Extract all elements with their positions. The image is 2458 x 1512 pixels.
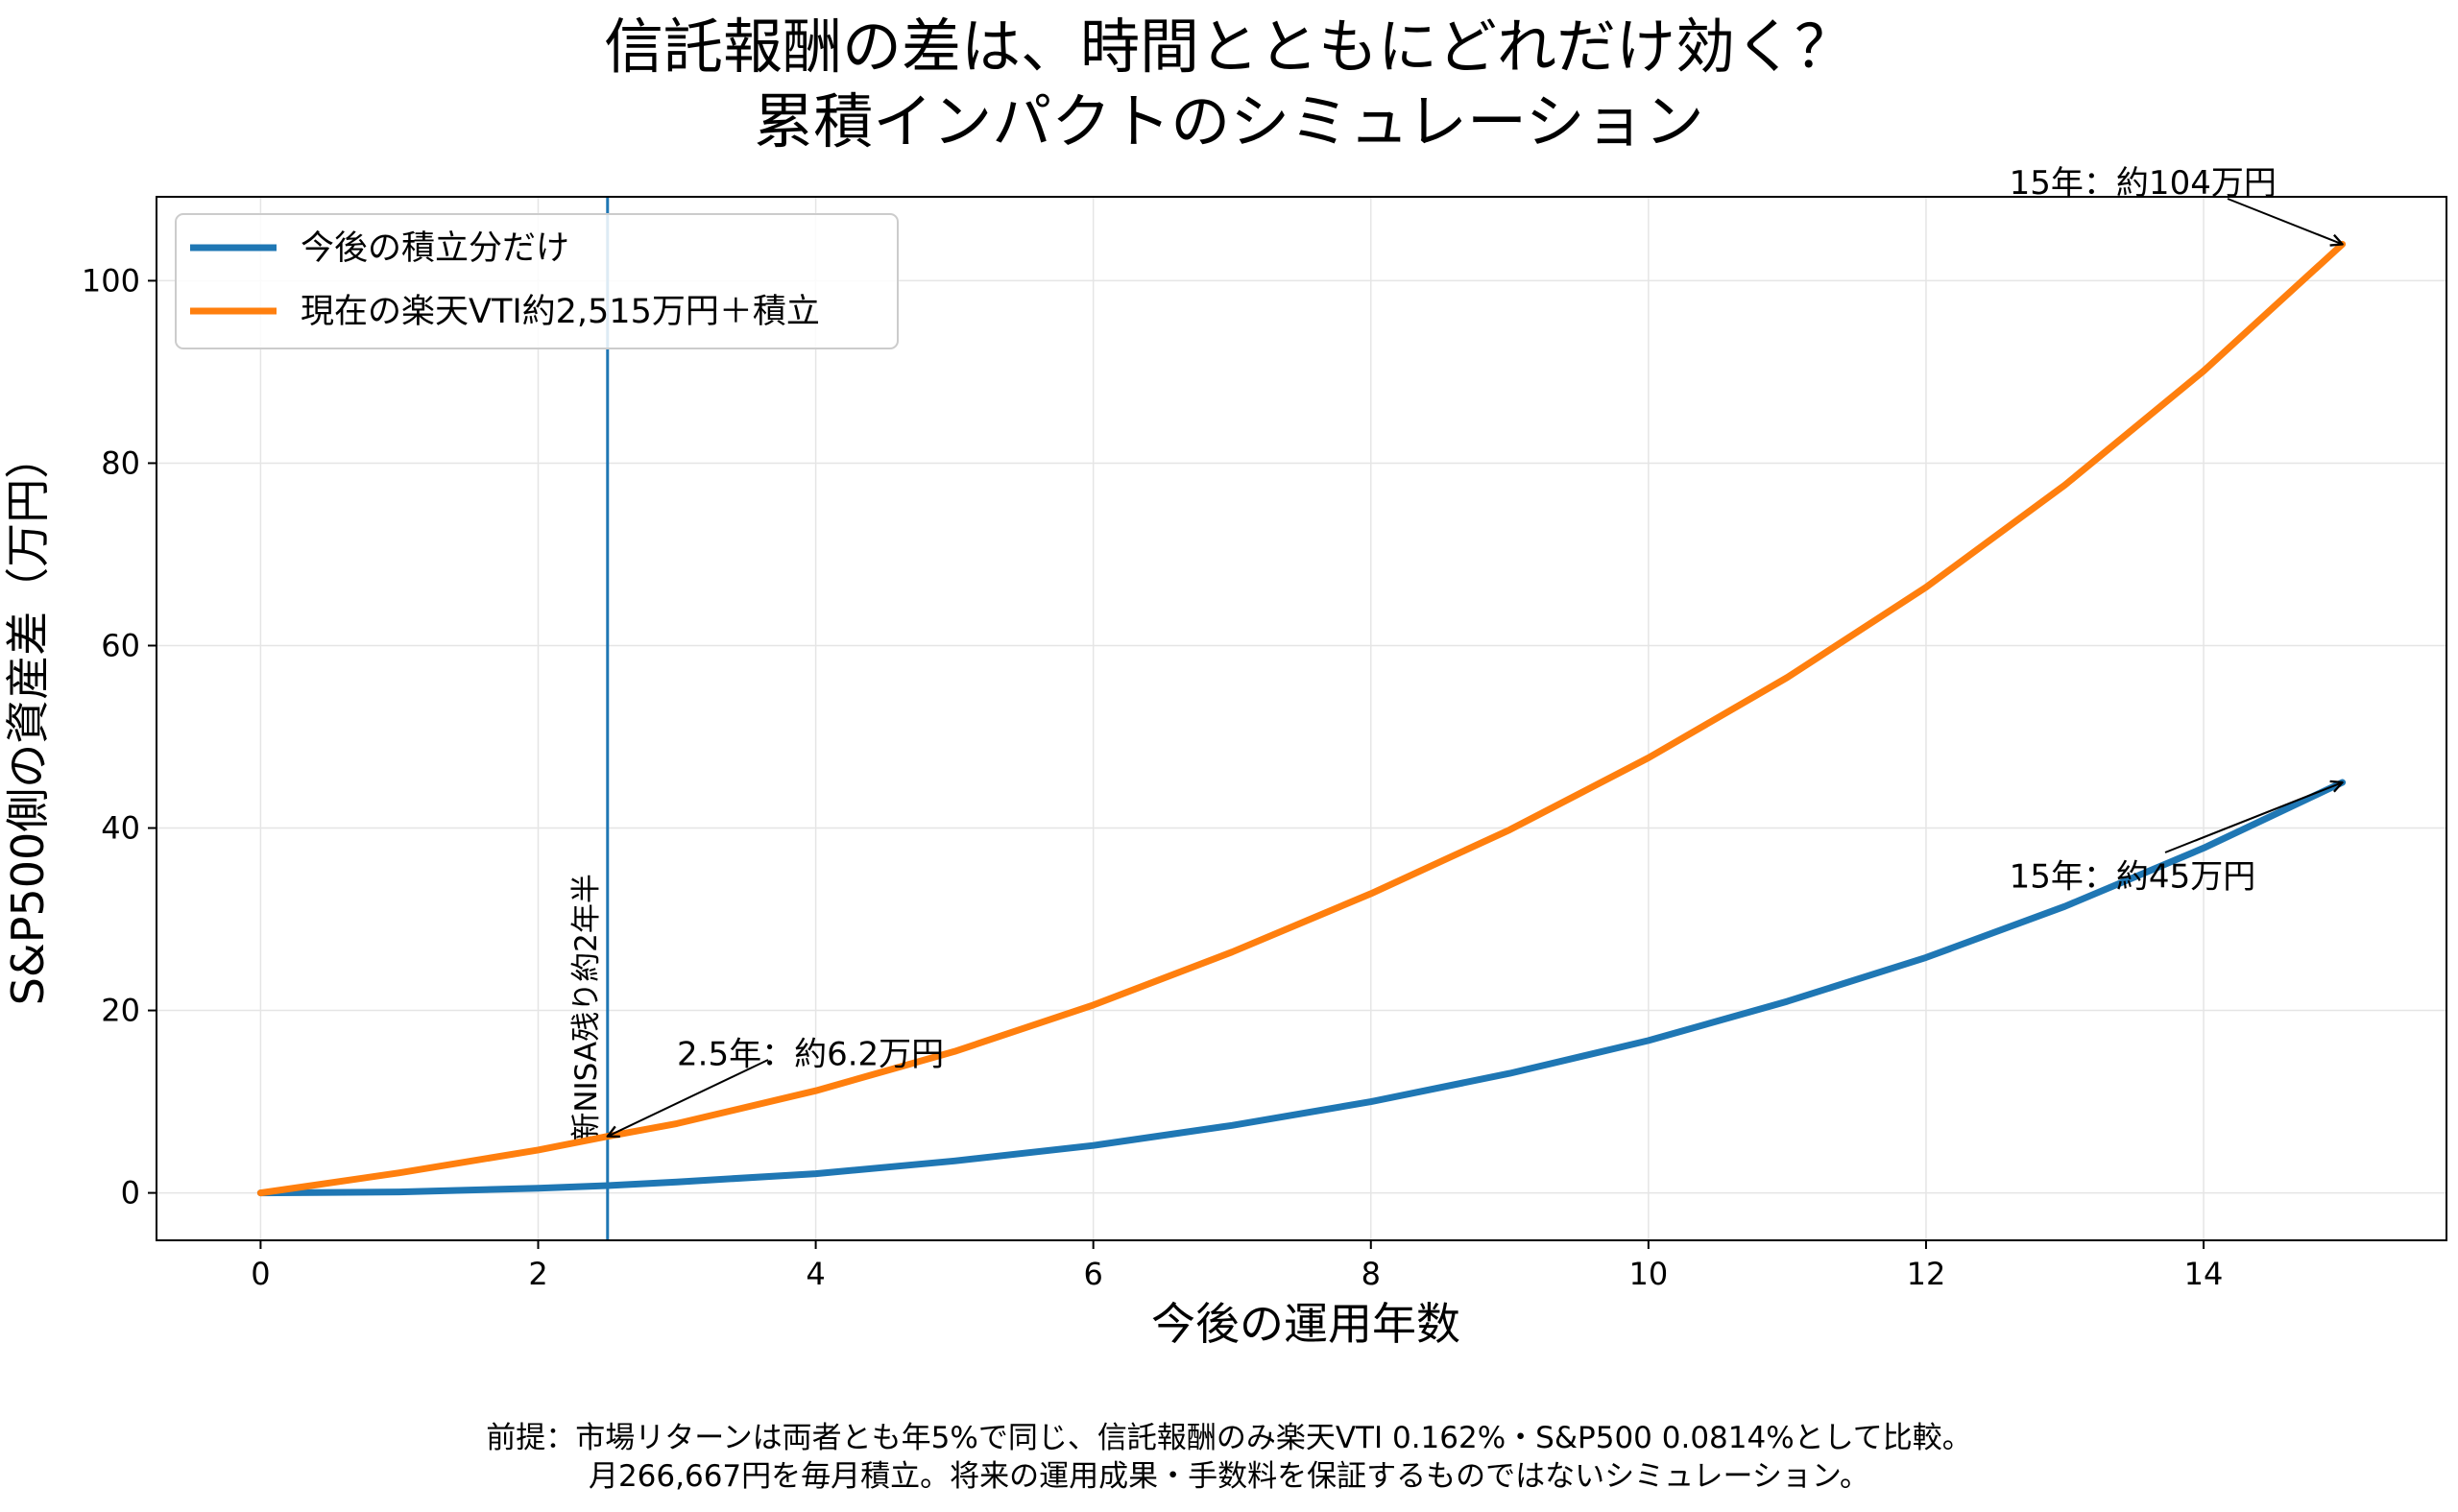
footnote-line-1: 前提：市場リターンは両者とも年5%で同じ、信託報酬のみ楽天VTI 0.162%・…: [486, 1421, 1972, 1455]
annotation-arrow: [2164, 782, 2343, 853]
y-axis-ticks: 0 20 40 60 80 100: [82, 262, 157, 1212]
x-axis-ticks: 0 2 4 6 8 10 12 14: [251, 1240, 2223, 1292]
annotation-label: 15年：約45万円: [2010, 857, 2256, 896]
x-tick-label: 10: [1629, 1256, 1669, 1292]
x-tick-label: 0: [251, 1256, 270, 1292]
series-line-current: [256, 240, 2347, 1197]
footnote: 前提：市場リターンは両者とも年5%で同じ、信託報酬のみ楽天VTI 0.162%・…: [486, 1421, 1972, 1494]
x-tick-label: 12: [1907, 1256, 1946, 1292]
footnote-line-2: 月266,667円を毎月積立。将来の運用成果・手数料を保証するものではないシミュ…: [589, 1459, 1869, 1494]
legend: 今後の積立分だけ 現在の楽天VTI約2,515万円＋積立: [175, 213, 899, 349]
x-axis-label: 今後の運用年数: [1151, 1298, 1460, 1350]
chart-title: 信託報酬の差は、時間とともにどれだけ効く？ 累積インパクトのシミュレーション: [604, 12, 1854, 156]
y-tick-label: 100: [82, 262, 140, 299]
chart-title-line-2: 累積インパクトのシミュレーション: [754, 86, 1704, 156]
y-tick-label: 80: [101, 444, 140, 481]
grid: [157, 197, 2446, 1240]
x-tick-label: 2: [528, 1256, 547, 1292]
x-tick-label: 14: [2184, 1256, 2224, 1292]
nisa-vline-label: 新NISA残り約2年半: [569, 874, 604, 1142]
legend-label-current: 現在の楽天VTI約2,515万円＋積立: [301, 293, 820, 331]
plot-frame: [156, 196, 2447, 1241]
chart-title-line-1: 信託報酬の差は、時間とともにどれだけ効く？: [604, 12, 1854, 82]
annotation-arrow: [2227, 198, 2343, 244]
x-tick-label: 8: [1362, 1256, 1381, 1292]
legend-box: [175, 213, 899, 349]
reference-line: 新NISA残り約2年半: [569, 197, 610, 1240]
series-lines: [256, 240, 2347, 1197]
legend-label-future: 今後の積立分だけ: [301, 229, 569, 268]
x-tick-label: 4: [806, 1256, 825, 1292]
y-tick-label: 0: [121, 1175, 140, 1212]
y-tick-label: 60: [101, 627, 140, 663]
annotation-arrow: [608, 1059, 769, 1137]
y-axis-label: S&P500側の資産差（万円）: [2, 435, 54, 1006]
y-tick-label: 40: [101, 810, 140, 847]
series-line-future: [256, 779, 2347, 1197]
x-tick-label: 6: [1084, 1256, 1103, 1292]
y-tick-label: 20: [101, 993, 140, 1029]
annotation-label: 2.5年：約6.2万円: [677, 1036, 944, 1074]
